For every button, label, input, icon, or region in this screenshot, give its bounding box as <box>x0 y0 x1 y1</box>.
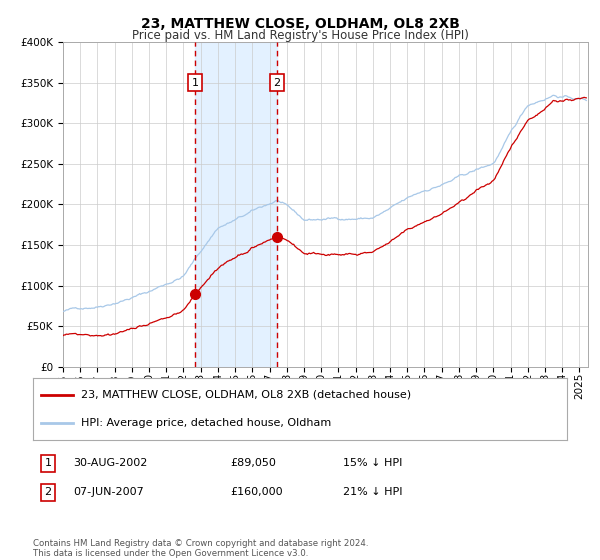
Text: 23, MATTHEW CLOSE, OLDHAM, OL8 2XB: 23, MATTHEW CLOSE, OLDHAM, OL8 2XB <box>140 17 460 31</box>
Text: 21% ↓ HPI: 21% ↓ HPI <box>343 487 402 497</box>
Text: £89,050: £89,050 <box>230 458 277 468</box>
Text: Price paid vs. HM Land Registry's House Price Index (HPI): Price paid vs. HM Land Registry's House … <box>131 29 469 42</box>
Text: Contains HM Land Registry data © Crown copyright and database right 2024.
This d: Contains HM Land Registry data © Crown c… <box>33 539 368 558</box>
Text: 2: 2 <box>274 78 281 87</box>
Text: HPI: Average price, detached house, Oldham: HPI: Average price, detached house, Oldh… <box>81 418 331 428</box>
Text: 15% ↓ HPI: 15% ↓ HPI <box>343 458 402 468</box>
Text: 2: 2 <box>44 487 52 497</box>
Text: 1: 1 <box>44 458 52 468</box>
Bar <box>195 42 277 367</box>
Text: 23, MATTHEW CLOSE, OLDHAM, OL8 2XB (detached house): 23, MATTHEW CLOSE, OLDHAM, OL8 2XB (deta… <box>81 390 411 400</box>
Text: 1: 1 <box>191 78 199 87</box>
Text: 07-JUN-2007: 07-JUN-2007 <box>73 487 144 497</box>
Text: £160,000: £160,000 <box>230 487 283 497</box>
Text: 30-AUG-2002: 30-AUG-2002 <box>73 458 148 468</box>
